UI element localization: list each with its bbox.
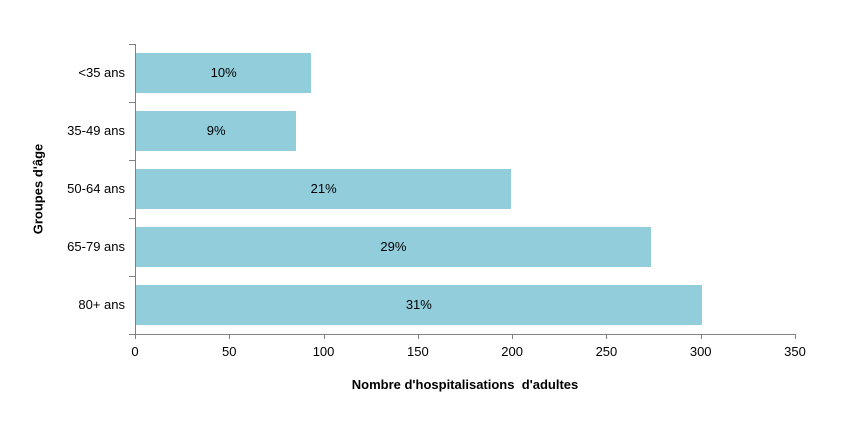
bar-65-79-ans: 29% — [136, 227, 651, 267]
y-axis-tick — [129, 334, 135, 335]
x-axis-tick — [417, 335, 419, 339]
x-axis-title: Nombre d'hospitalisations d'adultes — [351, 377, 579, 392]
bar-50-64-ans: 21% — [136, 169, 512, 209]
x-axis-tick-label: 350 — [784, 344, 806, 359]
bar-value-label: 29% — [380, 239, 407, 254]
y-axis-tick — [129, 218, 135, 219]
bar-35-49-ans: 9% — [136, 111, 297, 151]
category-label: 65-79 ans — [67, 239, 125, 254]
bar-value-label: 10% — [210, 65, 237, 80]
x-axis-tick — [606, 335, 608, 339]
x-axis-tick — [795, 335, 796, 339]
x-axis-tick — [135, 335, 136, 339]
x-axis-tick — [229, 335, 231, 339]
x-axis-tick-label: 100 — [312, 344, 335, 359]
category-label: 35-49 ans — [67, 123, 125, 138]
x-axis-tick — [700, 335, 702, 339]
bar-value-label: 21% — [310, 181, 337, 196]
y-axis-tick — [129, 276, 135, 277]
x-axis-tick-label: 0 — [131, 344, 139, 359]
x-axis-tick-label: 150 — [406, 344, 429, 359]
category-label: <35 ans — [78, 65, 125, 80]
bar-value-label: 31% — [405, 297, 432, 312]
x-axis-tick — [323, 335, 325, 339]
y-axis-tick — [129, 44, 135, 45]
x-axis-tick-label: 200 — [501, 344, 523, 359]
plot-area: 10% 9% 21% 29% 31% — [135, 44, 796, 335]
bar-80-ans: 31% — [136, 285, 702, 325]
bar-value-label: 9% — [206, 123, 226, 138]
bar--35-ans: 10% — [136, 53, 312, 93]
category-label: 50-64 ans — [67, 181, 125, 196]
x-axis-tick-label: 250 — [595, 344, 618, 359]
category-label: 80+ ans — [78, 297, 125, 312]
x-axis-tick-label: 50 — [222, 344, 237, 359]
y-axis-tick — [129, 160, 135, 161]
x-axis-tick — [512, 335, 514, 339]
x-axis-tick-label: 300 — [689, 344, 712, 359]
y-axis-tick — [129, 102, 135, 103]
